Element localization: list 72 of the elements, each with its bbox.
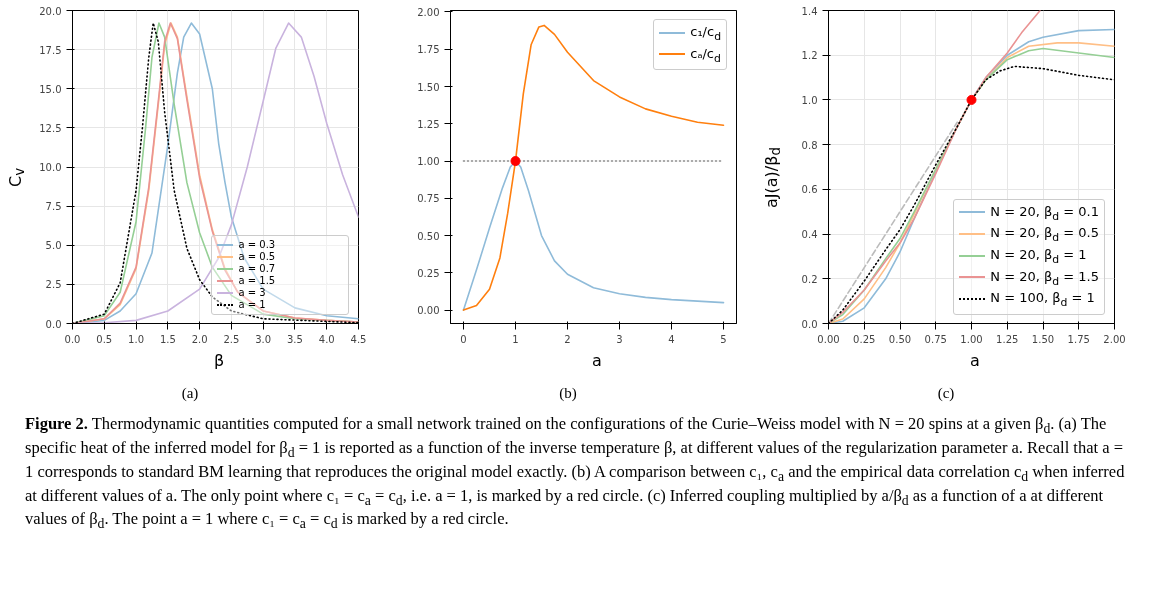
- y-tick-label: 0.4: [801, 229, 818, 241]
- x-tick-label: 0.50: [888, 333, 912, 345]
- y-tick-label: 1.75: [417, 44, 440, 56]
- x-tick-label: 4.0: [318, 333, 335, 345]
- y-tick-label: 1.50: [417, 81, 440, 93]
- y-tick-label: 2.00: [417, 6, 440, 18]
- y-tick-label: 1.4: [801, 5, 818, 17]
- x-tick-label: 4.5: [350, 333, 367, 345]
- y-tick-label: 7.5: [45, 201, 62, 213]
- x-tick-label: 3: [616, 333, 623, 345]
- legend-label: N = 20, β$_{d}$ = 0.5: [989, 224, 1099, 247]
- x-tick-label: 0.25: [853, 333, 876, 345]
- x-tick-label: 0.00: [817, 333, 840, 345]
- y-tick-label: 1.2: [801, 50, 818, 62]
- x-tick-label: 0.5: [96, 333, 113, 345]
- x-tick-label: 0: [460, 333, 467, 345]
- legend-label: a = 0.3: [237, 238, 276, 251]
- legend-label: c₁/c$_{d}$: [689, 23, 721, 45]
- x-tick-label: 1.00: [960, 333, 983, 345]
- x-tick-label: 2.0: [191, 333, 208, 345]
- legend-label: a = 1: [237, 298, 267, 311]
- x-tick-label: 5: [720, 333, 727, 345]
- x-axis-title: a: [970, 350, 980, 372]
- text: (c): [937, 383, 955, 403]
- y-tick-label: 17.5: [39, 44, 62, 56]
- x-tick-label: 3.5: [286, 333, 303, 345]
- text: (b): [559, 383, 577, 403]
- legend-label: N = 20, β$_{d}$ = 1.5: [989, 267, 1099, 290]
- x-tick-label: 2: [564, 333, 571, 345]
- y-tick-label: 12.5: [39, 122, 62, 134]
- legend-label: cₐ/c$_{d}$: [689, 44, 721, 67]
- x-tick-label: 0.75: [924, 333, 947, 345]
- y-tick-label: 0.50: [417, 230, 440, 242]
- y-tick-label: 0.0: [45, 318, 62, 330]
- x-tick-label: 1.0: [128, 333, 145, 345]
- legend-label: N = 20, β$_{d}$ = 0.1: [989, 202, 1099, 225]
- legend-label: a = 1.5: [237, 274, 276, 287]
- x-axis-title: a: [592, 350, 602, 372]
- y-tick-label: 15.0: [39, 83, 62, 95]
- y-tick-label: 20.0: [39, 5, 62, 17]
- x-tick-label: 2.00: [1103, 333, 1126, 345]
- x-tick-label: 4: [668, 333, 675, 345]
- x-tick-label: 3.0: [255, 333, 272, 345]
- x-tick-label: 1.75: [1067, 333, 1090, 345]
- y-tick-label: 1.0: [801, 94, 818, 106]
- legend-label: N = 20, β$_{d}$ = 1: [989, 246, 1088, 268]
- legend-label: a = 3: [237, 286, 267, 299]
- x-tick-label: 1.5: [159, 333, 176, 345]
- x-axis-title: β: [213, 350, 225, 372]
- y-tick-label: 5.0: [45, 240, 62, 252]
- y-tick-label: 0.25: [417, 267, 440, 279]
- line-series: [462, 24, 725, 311]
- x-tick-label: 0.0: [64, 333, 81, 345]
- x-tick-label: 1.50: [1031, 333, 1055, 345]
- legend-label: N = 100, β$_{d}$ = 1: [989, 289, 1096, 311]
- y-tick-label: 1.25: [417, 118, 440, 130]
- x-tick-label: 1.25: [996, 333, 1019, 345]
- legend-label: a = 0.7: [237, 262, 276, 275]
- legend-label: a = 0.5: [237, 250, 276, 263]
- y-tick-label: 10.0: [39, 162, 62, 173]
- text: Figure 2. Thermodynamic quantities computed for a small network trained on the configurations of the Curie–Weiss model with N = 20 spins at a given β$_{d}$. (a) The specific heat of the inferred model for β$_{d}$ = 1 is reported as a function of the inverse temperature β, at different values of the regularization parameter a. Recall that a = 1 corresponds to standard BM learning that reproduces the original model exactly. (b) A comparison between c₁, c$_{a}$ and the empirical data correlation c$_{d}$ when inferred at different values of a. The only point where c₁ = c$_{a}$ = c$_{d}$, i.e. a = 1, is marked by a red circle. (c) Inferred coupling multiplied by a/β$_{d}$ as a function of a at different values of β$_{d}$. The point a = 1 where c₁ = c$_{a}$ = c$_{d}$ is marked by a red circle.: [25, 414, 1125, 532]
- y-tick-label: 0.2: [801, 273, 818, 285]
- y-tick-label: 0.6: [801, 184, 818, 196]
- y-tick-label: 0.00: [417, 305, 440, 317]
- y-tick-label: 0.8: [801, 139, 818, 151]
- y-tick-label: 0.75: [417, 193, 440, 205]
- y-tick-label: 0.0: [801, 318, 818, 330]
- x-tick-label: 2.5: [223, 333, 240, 345]
- text: (a): [181, 383, 199, 403]
- y-tick-label: 2.5: [45, 279, 62, 291]
- x-tick-label: 1: [512, 333, 519, 345]
- y-tick-label: 1.00: [417, 156, 440, 168]
